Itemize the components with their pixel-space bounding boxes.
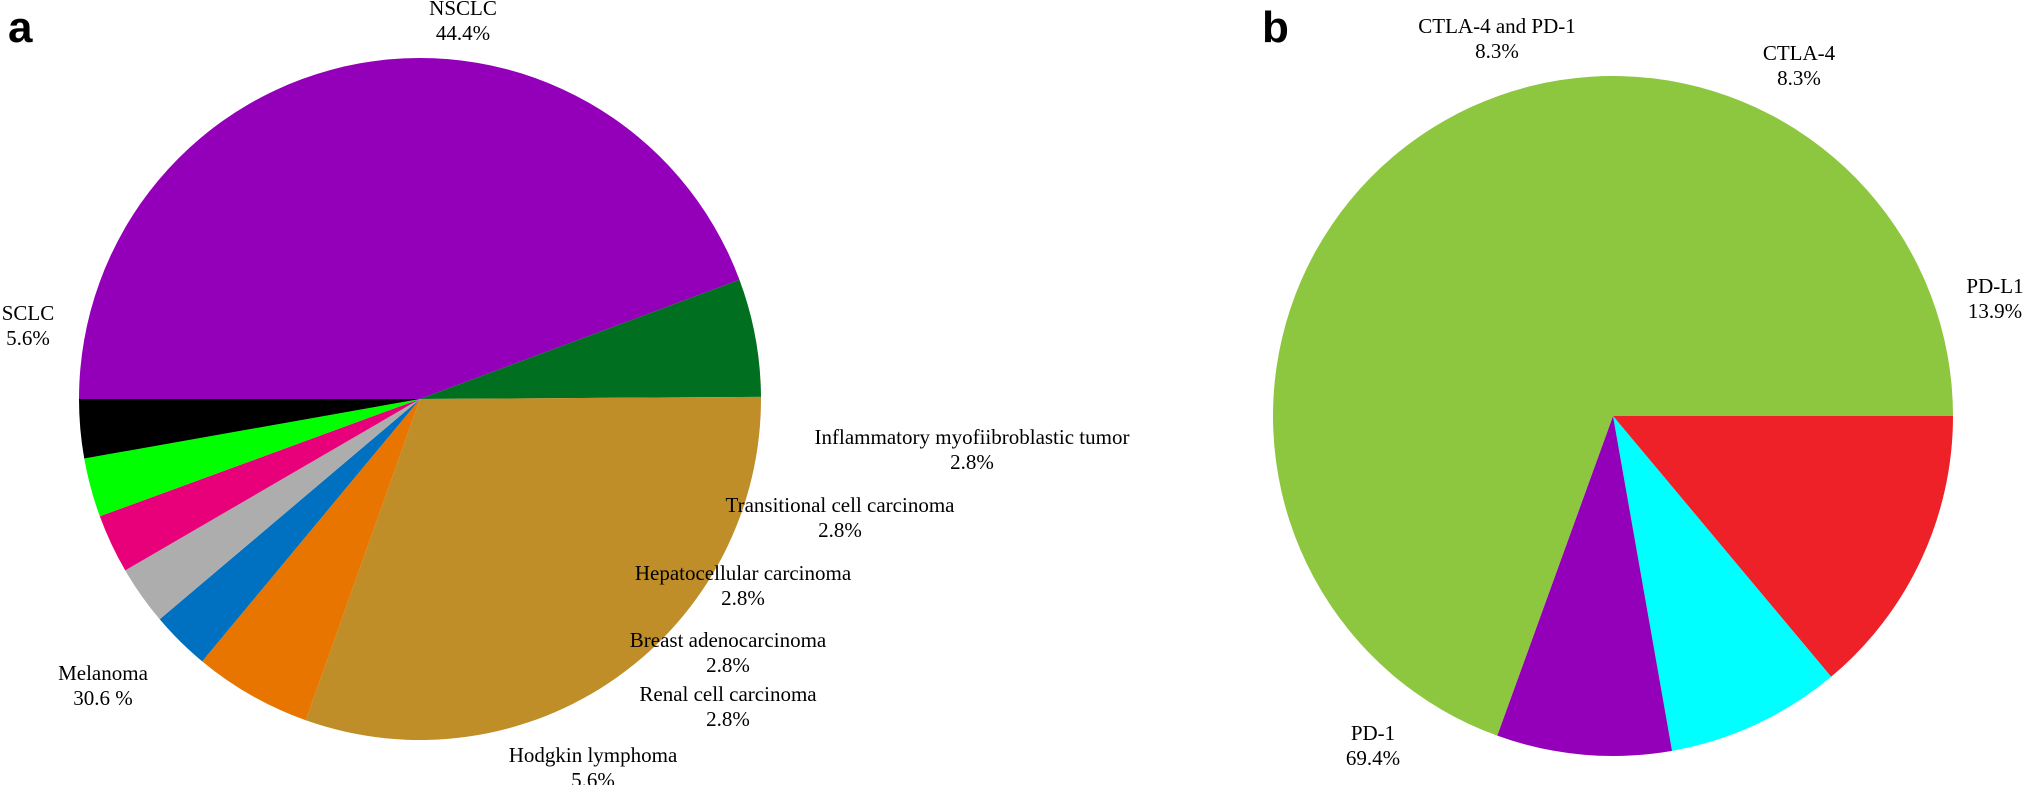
slice-value-label-hodgkin-lymphoma: 5.6% — [571, 768, 615, 785]
slice-label-melanoma: Melanoma — [58, 661, 148, 685]
slice-value-label-pd-l1: 13.9% — [1968, 299, 2022, 323]
pie-slice-renal-cell-carcinoma — [159, 399, 420, 662]
pie-slice-breast-adenocarcinoma — [125, 399, 420, 620]
slice-value-label-inflammatory-myofiibroblastic-tumor: 2.8% — [950, 450, 994, 474]
slice-label-ctla-4: CTLA-4 — [1763, 41, 1836, 65]
slice-value-label-pd-1: 69.4% — [1346, 746, 1400, 770]
panel-letter-b: b — [1262, 3, 1289, 52]
slice-label-inflammatory-myofiibroblastic-tumor: Inflammatory myofiibroblastic tumor — [815, 425, 1130, 449]
pie-slice-melanoma — [305, 396, 761, 740]
pie-slice-inflammatory-myofiibroblastic-tumor — [79, 399, 420, 459]
slice-value-label-renal-cell-carcinoma: 2.8% — [706, 707, 750, 731]
pie-slice-sclc — [420, 279, 761, 399]
slice-value-label-ctla-4: 8.3% — [1777, 66, 1821, 90]
slice-value-label-melanoma: 30.6 % — [73, 686, 133, 710]
slice-label-breast-adenocarcinoma: Breast adenocarcinoma — [630, 628, 827, 652]
slice-value-label-breast-adenocarcinoma: 2.8% — [706, 653, 750, 677]
slice-value-label-ctla-4-and-pd-1: 8.3% — [1475, 39, 1519, 63]
slice-label-renal-cell-carcinoma: Renal cell carcinoma — [639, 682, 817, 706]
pie-slice-hepatocellular-carcinoma — [99, 399, 420, 571]
slice-label-sclc: SCLC — [2, 301, 55, 325]
pie-slice-ctla-4 — [1613, 416, 1832, 751]
pie-slice-pd-l1 — [1613, 416, 1953, 677]
slice-label-ctla-4-and-pd-1: CTLA-4 and PD-1 — [1418, 14, 1575, 38]
panel-letter-a: a — [8, 3, 33, 52]
slice-value-label-hepatocellular-carcinoma: 2.8% — [721, 586, 765, 610]
slice-value-label-sclc: 5.6% — [6, 326, 50, 350]
slice-value-label-transitional-cell-carcinoma: 2.8% — [818, 518, 862, 542]
slice-label-hodgkin-lymphoma: Hodgkin lymphoma — [509, 743, 678, 767]
slice-label-hepatocellular-carcinoma: Hepatocellular carcinoma — [635, 561, 852, 585]
pie-slice-nsclc — [79, 58, 740, 399]
pie-slice-pd-1 — [1273, 76, 1953, 736]
slice-label-pd-1: PD-1 — [1351, 721, 1395, 745]
pie-slice-ctla-4-and-pd-1 — [1497, 416, 1673, 756]
slice-value-label-nsclc: 44.4% — [436, 21, 490, 45]
slice-label-nsclc: NSCLC — [429, 0, 497, 20]
slice-label-pd-l1: PD-L1 — [1966, 274, 2023, 298]
slice-label-transitional-cell-carcinoma: Transitional cell carcinoma — [726, 493, 956, 517]
pie-slice-hodgkin-lymphoma — [202, 399, 420, 721]
pie-slice-transitional-cell-carcinoma — [84, 399, 421, 517]
